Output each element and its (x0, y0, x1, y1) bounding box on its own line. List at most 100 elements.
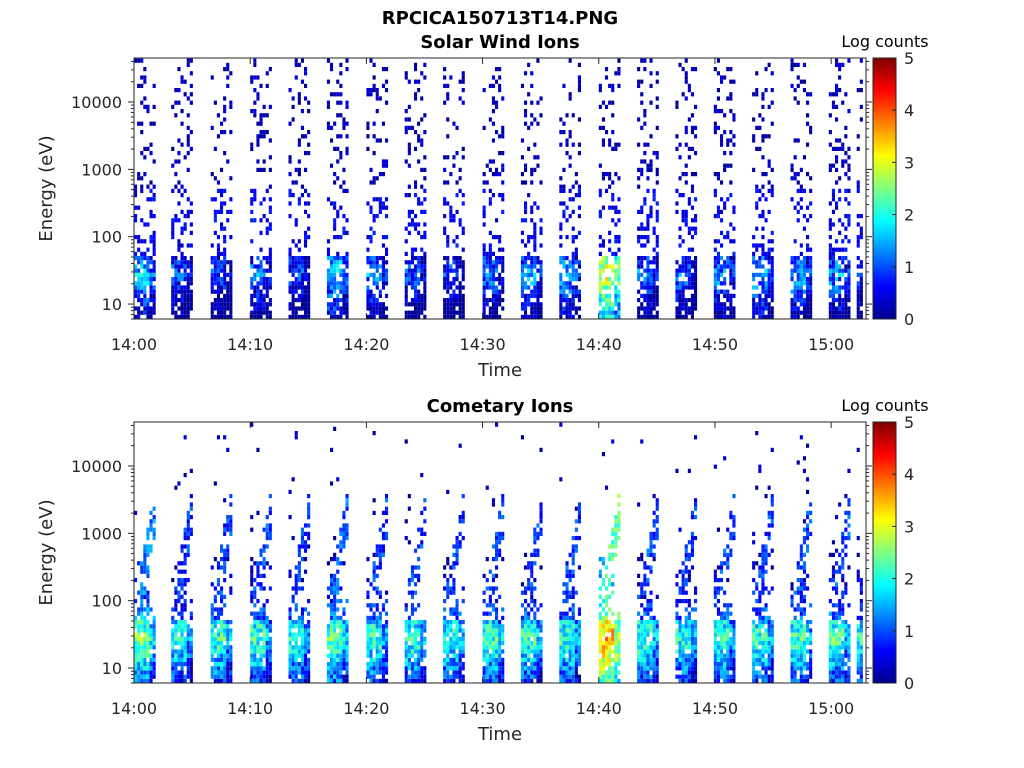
heatmap-cell (482, 247, 486, 252)
heatmap-cell (687, 277, 691, 282)
heatmap-cell (189, 502, 193, 507)
heatmap-cell (146, 268, 150, 273)
heatmap-cell (366, 289, 370, 294)
heatmap-cell (210, 565, 214, 570)
heatmap-cell (294, 264, 298, 269)
heatmap-cell (646, 302, 650, 307)
heatmap-cell (256, 632, 260, 637)
heatmap-cell (838, 88, 842, 93)
heatmap-cell (339, 306, 343, 311)
heatmap-cell (498, 260, 502, 265)
heatmap-cell (256, 272, 260, 277)
heatmap-cell (336, 302, 340, 307)
heatmap-cell (333, 573, 337, 578)
heatmap-cell (189, 494, 193, 499)
heatmap-cell (562, 293, 566, 298)
heatmap-cell (793, 268, 797, 273)
heatmap-cell (186, 209, 190, 214)
heatmap-cell (262, 285, 266, 290)
heatmap-cell (180, 544, 184, 549)
heatmap-cell (828, 268, 832, 273)
heatmap-cell (256, 256, 260, 261)
heatmap-cell (186, 666, 190, 671)
heatmap-cell (574, 306, 578, 311)
heatmap-cell (336, 209, 340, 214)
heatmap-cell (770, 230, 774, 235)
heatmap-cell (183, 435, 187, 440)
heatmap-cell (345, 527, 349, 532)
heatmap-cell (307, 628, 311, 633)
heatmap-cell (495, 678, 499, 683)
heatmap-cell (180, 121, 184, 126)
heatmap-cell (216, 251, 220, 256)
heatmap-cell (617, 281, 621, 286)
heatmap-cell (681, 314, 685, 319)
heatmap-cell (723, 130, 727, 135)
heatmap-cell (152, 531, 156, 536)
heatmap-cell (637, 268, 641, 273)
heatmap-cell (297, 260, 301, 265)
heatmap-cell (571, 657, 575, 662)
heatmap-cell (223, 531, 227, 536)
heatmap-cell (404, 125, 408, 130)
heatmap-cell (637, 298, 641, 303)
heatmap-cell (841, 222, 845, 227)
heatmap-cell (134, 256, 138, 261)
heatmap-cell (372, 603, 376, 608)
heatmap-cell (458, 285, 462, 290)
heatmap-cell (304, 645, 308, 650)
heatmap-cell (539, 268, 543, 273)
heatmap-cell (530, 83, 534, 88)
heatmap-cell (291, 594, 295, 599)
heatmap-cell (601, 243, 605, 248)
heatmap-cell (256, 662, 260, 667)
heatmap-cell (770, 256, 774, 261)
heatmap-cell (491, 607, 495, 612)
heatmap-cell (256, 167, 260, 172)
heatmap-cell (571, 557, 575, 562)
heatmap-cell (404, 653, 408, 658)
heatmap-cell (345, 306, 349, 311)
heatmap-cell (806, 247, 810, 252)
heatmap-cell (443, 674, 447, 679)
heatmap-cell (186, 548, 190, 553)
heatmap-cell (407, 494, 411, 499)
heatmap-cell (723, 264, 727, 269)
heatmap-cell (488, 678, 492, 683)
heatmap-cell (461, 293, 465, 298)
heatmap-cell (152, 662, 156, 667)
heatmap-cell (366, 649, 370, 654)
heatmap-cell (844, 285, 848, 290)
heatmap-cell (216, 590, 220, 595)
heatmap-cell (559, 184, 563, 189)
heatmap-cell (333, 289, 337, 294)
heatmap-cell (294, 649, 298, 654)
heatmap-cell (533, 239, 537, 244)
heatmap-cell (461, 586, 465, 591)
heatmap-cell (809, 281, 813, 286)
heatmap-cell (723, 75, 727, 80)
heatmap-cell (304, 628, 308, 633)
heatmap-cell (443, 83, 447, 88)
heatmap-cell (568, 277, 572, 282)
heatmap-cell (140, 289, 144, 294)
heatmap-cell (527, 298, 531, 303)
heatmap-cell (841, 256, 845, 261)
heatmap-cell (300, 544, 304, 549)
heatmap-cell (381, 159, 385, 164)
heatmap-cell (259, 306, 263, 311)
heatmap-cell (524, 121, 528, 126)
heatmap-cell (530, 268, 534, 273)
heatmap-cell (304, 188, 308, 193)
heatmap-cell (687, 272, 691, 277)
heatmap-cell (758, 113, 762, 118)
heatmap-cell (210, 314, 214, 319)
heatmap-cell (608, 281, 612, 286)
heatmap-cell (838, 197, 842, 202)
heatmap-cell (134, 599, 138, 604)
heatmap-cell (223, 239, 227, 244)
heatmap-cell (446, 657, 450, 662)
heatmap-cell (611, 314, 615, 319)
heatmap-cell (458, 657, 462, 662)
heatmap-cell (326, 58, 330, 63)
